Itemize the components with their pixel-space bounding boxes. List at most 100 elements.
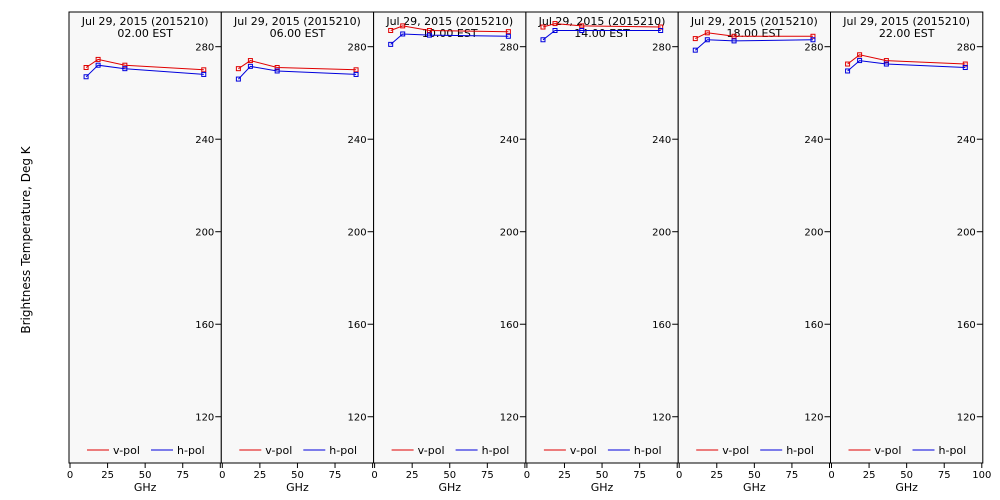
series-line-v-pol — [695, 32, 813, 40]
x-tick-label: 50 — [139, 470, 152, 481]
data-point-h-pol — [388, 41, 394, 47]
y-tick-label: 200 — [804, 228, 823, 239]
x-tick-label: 75 — [329, 470, 342, 481]
data-point-v-pol — [883, 58, 889, 64]
x-axis-label: GHz — [286, 481, 309, 494]
panel-4: Jul 29, 2015 (2015210)14.00 EST120160200… — [524, 11, 679, 494]
series-line-v-pol — [542, 23, 661, 28]
series-line-h-pol — [85, 64, 204, 78]
y-tick-label: 240 — [348, 135, 367, 146]
panel-5: Jul 29, 2015 (2015210)18.00 EST120160200… — [676, 11, 832, 494]
series-line-h-pol — [238, 65, 357, 80]
data-point-v-pol — [274, 65, 280, 71]
y-tick-label: 160 — [500, 320, 519, 331]
y-tick-label: 280 — [804, 43, 823, 54]
y-tick-label: 240 — [195, 135, 214, 146]
data-point-h-pol — [810, 37, 816, 43]
x-tick-label: 0 — [676, 470, 682, 481]
y-axis-label: Brightness Temperature, Deg K — [19, 145, 33, 333]
plot-frame — [68, 11, 222, 464]
x-tick-label: 0 — [524, 470, 530, 481]
series-line-h-pol — [694, 39, 814, 51]
data-point-v-pol — [247, 58, 253, 64]
data-point-v-pol — [731, 33, 737, 39]
y-tick-label: 280 — [195, 43, 214, 54]
data-point-v-pol — [83, 65, 89, 71]
y-tick-label: 240 — [500, 135, 519, 146]
x-tick-label: 0 — [219, 470, 225, 481]
data-point-h-pol — [400, 31, 406, 37]
y-tick-label: 200 — [652, 228, 671, 239]
y-tick-label: 200 — [195, 228, 214, 239]
data-point-h-pol — [692, 47, 698, 53]
panel-1: Jul 29, 2015 (2015210)02.00 EST 120 160 200… — [67, 11, 222, 494]
legend-label-v-pol: v-pol — [113, 444, 140, 457]
legend-label-v-pol: v-pol — [875, 444, 902, 457]
x-tick-label: 50 — [443, 470, 456, 481]
x-tick-label: 50 — [291, 470, 304, 481]
data-point-v-pol — [540, 24, 546, 30]
panel-title-date: Jul 29, 2015 (2015210) — [385, 15, 513, 28]
data-point-h-pol — [95, 62, 101, 68]
legend-label-v-pol: v-pol — [418, 444, 445, 457]
data-point-h-pol — [704, 37, 710, 43]
x-tick-label: 25 — [406, 470, 419, 481]
legend-label-v-pol: v-pol — [722, 444, 749, 457]
plot-frame — [525, 11, 679, 464]
y-tick-label: 120 — [348, 413, 367, 424]
y-tick-label: 120 — [195, 413, 214, 424]
data-point-v-pol — [353, 67, 359, 73]
x-tick-label: 50 — [596, 470, 609, 481]
x-axis-label: GHz — [134, 481, 157, 494]
panel-title-date: Jul 29, 2015 (2015210) — [233, 15, 361, 28]
series-line-v-pol — [85, 58, 204, 71]
y-tick-label: 120 — [500, 413, 519, 424]
data-point-v-pol — [201, 67, 207, 73]
x-tick-label: 100 — [972, 470, 991, 481]
data-point-h-pol — [247, 63, 253, 69]
y-tick-label: 280 — [348, 43, 367, 54]
plot-frame — [677, 11, 832, 464]
data-point-h-pol — [540, 37, 546, 43]
data-point-v-pol — [505, 29, 511, 35]
data-point-v-pol — [95, 56, 101, 62]
x-tick-label: 75 — [786, 470, 799, 481]
panel-title-time: 22.00 EST — [879, 27, 935, 40]
y-tick-label: 120 — [804, 413, 823, 424]
series-line-h-pol — [390, 33, 509, 45]
data-point-h-pol — [552, 28, 558, 34]
x-tick-label: 50 — [900, 470, 913, 481]
data-point-v-pol — [962, 61, 968, 67]
data-point-v-pol — [658, 24, 664, 30]
data-point-v-pol — [235, 66, 241, 72]
data-point-h-pol — [731, 38, 737, 44]
data-point-v-pol — [552, 21, 558, 27]
y-tick-label: 240 — [804, 135, 823, 146]
y-tick-label: 280 — [957, 43, 976, 54]
x-tick-label: 25 — [863, 470, 876, 481]
plot-frame — [830, 11, 984, 464]
y-tick-label: 200 — [348, 228, 367, 239]
panel-title-time: 02.00 EST — [117, 27, 173, 40]
data-point-h-pol — [122, 66, 128, 72]
data-point-v-pol — [704, 30, 710, 36]
y-tick-label: 120 — [652, 413, 671, 424]
data-point-h-pol — [857, 58, 863, 64]
data-point-h-pol — [83, 74, 89, 80]
panels-group: Jul 29, 2015 (2015210) 02.00 EST 120 160 200… — [67, 11, 991, 494]
y-tick-label: 120 — [957, 413, 976, 424]
x-tick-label: 25 — [254, 470, 267, 481]
data-point-v-pol — [400, 23, 406, 29]
legend-label-h-pol: h-pol — [482, 444, 510, 457]
x-axis-label: GHz — [438, 481, 461, 494]
panel-title-date: Jul 29, 2015 (2015210) — [690, 15, 818, 28]
data-point-h-pol — [353, 71, 359, 77]
data-point-v-pol — [388, 28, 394, 34]
data-point-v-pol — [579, 23, 585, 29]
data-point-v-pol — [810, 33, 816, 39]
data-point-h-pol — [274, 68, 280, 74]
data-point-h-pol — [962, 65, 968, 71]
plot-frame — [373, 11, 527, 464]
x-axis-label: GHz — [743, 481, 766, 494]
legend-label-h-pol: h-pol — [177, 444, 205, 457]
